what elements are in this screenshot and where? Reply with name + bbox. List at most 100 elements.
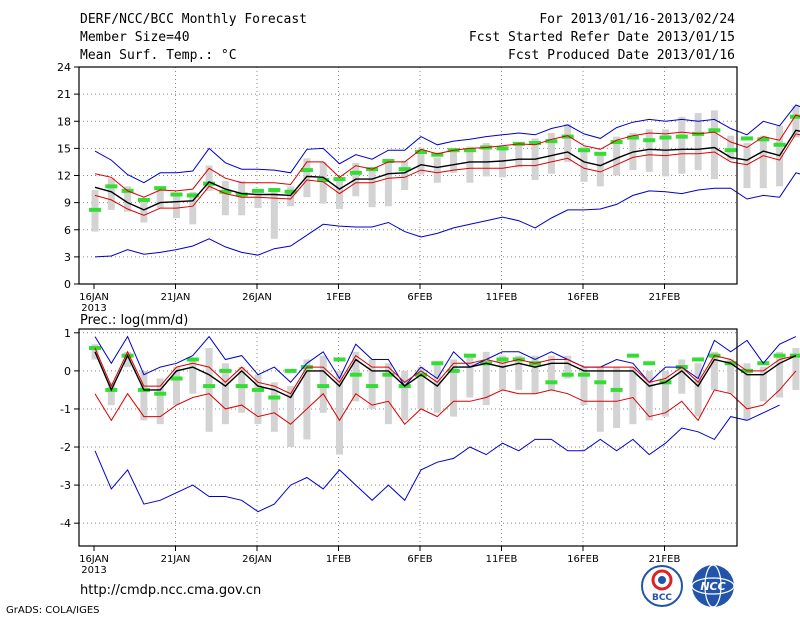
prec-range-bar: [564, 355, 572, 379]
forecast-title: DERF/NCC/BCC Monthly Forecast: [80, 12, 307, 27]
temp-median-mark: [757, 137, 770, 142]
ncc-logo: NCC: [691, 564, 735, 608]
temp-ytick-label: 3: [64, 251, 71, 264]
temp-median-mark: [219, 189, 232, 194]
temp-xtick-label: 1FEB: [326, 292, 351, 303]
prec-median-mark: [382, 372, 395, 377]
temp-range-bar: [433, 157, 441, 183]
temp-median-mark: [578, 148, 590, 153]
prec-range-bar: [580, 367, 588, 406]
temp-range-bar: [254, 193, 262, 209]
prec-xtick-label: 16JAN: [79, 554, 109, 565]
prec-range-bar: [743, 363, 751, 421]
prec-upper-line: [94, 347, 797, 395]
prec-range-bar: [189, 359, 197, 394]
prec-range-bar: [124, 351, 132, 368]
temp-range-bar: [124, 186, 132, 212]
prec-range-bar: [613, 367, 621, 428]
prec-range-bar: [303, 359, 311, 440]
temp-range-bar: [580, 146, 588, 182]
prec-range-bar: [727, 359, 735, 394]
prec-median-mark: [317, 384, 330, 389]
temp-range-bar: [450, 150, 458, 173]
temp-range-bar: [156, 188, 164, 209]
temp-range-bar: [205, 165, 213, 191]
prec-range-bar: [205, 348, 213, 432]
prec-median-mark: [545, 380, 558, 385]
prec-range-bar: [694, 363, 702, 417]
prec-range-bar: [792, 348, 800, 390]
prec-range-bar: [662, 370, 669, 417]
prec-median-mark: [268, 395, 281, 400]
temp-range-bar: [710, 110, 718, 180]
prec-median-mark: [626, 353, 639, 358]
prec-range-bar: [270, 382, 278, 432]
temp-xtick-label: 6FEB: [407, 292, 432, 303]
prec-median-mark: [252, 387, 264, 392]
temp-range-bar: [596, 153, 604, 187]
temp-range-bar: [564, 123, 572, 162]
prec-range-bar: [287, 386, 295, 448]
temp-median-mark: [398, 167, 411, 172]
prec-xtick-label: 11FEB: [486, 554, 518, 565]
prec-xtick-label: 1FEB: [326, 554, 351, 565]
temp-median-mark: [154, 186, 167, 191]
prec-ytick-label: -3: [60, 479, 71, 492]
temp-median-mark: [643, 138, 656, 143]
prec-range-bar: [759, 367, 767, 402]
temp-range-bar: [303, 158, 311, 198]
prec-range-bar: [547, 355, 555, 390]
prec-median-mark: [447, 368, 460, 373]
temp-median-mark: [675, 134, 688, 139]
prec-plot-frame: [78, 328, 738, 547]
temp-median-mark: [268, 187, 281, 192]
prec-year-label: 2013: [81, 565, 106, 576]
prec-range-bar: [466, 355, 474, 398]
prec-ytick-label: -2: [60, 441, 71, 454]
prec-range-bar: [384, 363, 392, 425]
temp-min-line: [94, 172, 800, 258]
prec-range-bar: [107, 382, 115, 406]
prec-range-bar: [531, 355, 539, 394]
prec-median-mark: [333, 357, 346, 362]
temp-range-bar: [678, 116, 686, 174]
temp-median-mark: [529, 140, 542, 145]
precipitation-chart: -4 -3 -2 -1 0 1 16JAN 21JAN 26JAN 1FEB 6FEB 11FEB 16…: [60, 327, 800, 576]
footer-url[interactable]: http://cmdp.ncc.cma.gov.cn: [80, 583, 261, 598]
prec-median-mark: [219, 368, 232, 373]
temp-median-mark: [496, 146, 509, 151]
temp-range-bar: [662, 129, 669, 177]
temp-range-bar: [401, 161, 409, 190]
temp-median-mark: [773, 142, 786, 147]
temp-median-mark: [382, 159, 395, 164]
temp-median-mark: [561, 134, 574, 139]
temp-median-mark: [284, 189, 297, 194]
prec-range-bar: [401, 370, 409, 421]
temp-median-mark: [235, 192, 248, 197]
prec-median-mark: [463, 353, 476, 358]
prec-range-bar: [433, 363, 441, 413]
temp-median-mark: [610, 140, 623, 145]
temp-range-bar: [694, 113, 702, 171]
temp-max-line: [94, 104, 800, 184]
prec-median-mark: [170, 376, 183, 381]
temp-xtick-label: 11FEB: [486, 292, 518, 303]
temp-median-mark: [431, 152, 444, 157]
footer-credit: GrADS: COLA/IGES: [6, 605, 100, 616]
prec-range-bar: [254, 374, 262, 425]
prec-ytick-label: -1: [60, 403, 71, 416]
temp-xtick-label: 21JAN: [161, 292, 191, 303]
temp-range-bar: [107, 178, 115, 210]
temp-mean-line: [94, 129, 800, 211]
temp-range-bar: [613, 136, 621, 176]
prec-median-mark: [578, 372, 590, 377]
temp-range-bar: [792, 105, 800, 138]
prec-range-bar: [645, 370, 653, 421]
temp-median-mark: [724, 148, 737, 153]
prec-range-bar: [710, 351, 718, 390]
temp-range-bar: [140, 200, 148, 223]
prec-median-mark: [610, 387, 623, 392]
temp-range-bar: [645, 129, 653, 172]
member-size: Member Size=40: [80, 30, 190, 45]
prec-median-mark: [235, 384, 248, 389]
